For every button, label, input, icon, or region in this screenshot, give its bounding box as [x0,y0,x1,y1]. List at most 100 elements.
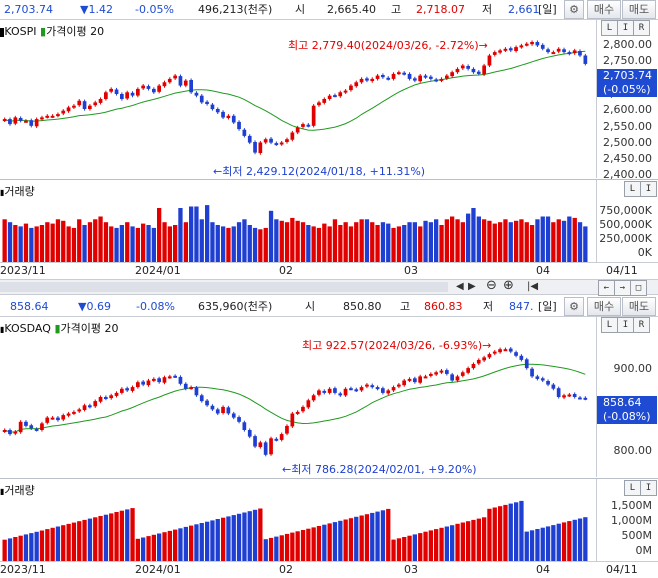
kosdaq-volume-bar [45,529,50,561]
kosdaq-volume-bar [183,526,188,561]
kospi-candle [167,78,172,83]
kospi-candle [562,49,566,53]
kospi-candle [471,68,476,73]
kosdaq-candle [183,383,188,389]
kosdaq-candle [114,392,119,396]
kosdaq-candle [152,378,156,381]
kospi-volume-bar [2,219,7,262]
kosdaq-candle [157,378,161,383]
kospi-volume-axis: L I 750,000K 500,000K 250,000K 0K [597,180,658,262]
chart-scrollbar[interactable]: ◀ ▶ ⊖ ⊕ |◀ ← → □ [0,278,658,296]
kosdaq-candle [290,413,295,427]
toolbar-left-arrow-icon[interactable]: ← [598,280,615,296]
kospi-candle [56,114,60,117]
scrollbar-track[interactable] [0,282,448,292]
kospi-x-04: 04 [536,264,550,277]
zoom-out-icon[interactable]: ⊖ [486,278,497,293]
kosdaq-open: 850.80 [343,300,382,313]
kospi-candle [253,142,257,153]
kosdaq-candle [263,442,268,455]
kospi-period[interactable]: [일] [538,3,557,16]
panel-r-icon[interactable]: R [633,20,650,36]
panel-i2-icon[interactable]: I [640,181,657,197]
panel-l3-icon[interactable]: L [601,317,618,333]
kosdaq-candle [327,388,332,393]
zoom-in-icon[interactable]: ⊕ [503,278,514,293]
panel-r3-icon[interactable]: R [633,317,650,333]
kospi-candle [120,94,124,99]
kospi-candle [508,48,513,51]
kosdaq-volume-bar [119,510,124,561]
kospi-volume-bar [274,219,279,262]
kospi-candle [476,71,481,74]
kospi-volume-panel[interactable]: ▮거래량 [0,180,597,262]
toolbar-right-arrow-icon[interactable]: → [614,280,631,296]
kosdaq-candle [535,376,540,379]
kosdaq-volume-panel[interactable]: ▮거래량 [0,479,597,561]
kosdaq-volume-bar [498,506,503,561]
kosdaq-candle [530,368,534,377]
kospi-open-label: 시 [295,3,306,16]
kosdaq-volume-bar [71,522,77,561]
kospi-volume-bar [119,225,124,262]
kospi-volume-bar [167,226,172,262]
kospi-volume-bar [252,227,258,262]
panel-l2-icon[interactable]: L [624,181,641,197]
kospi-price-panel[interactable]: ▮KOSPI ▮가격이평 20 최고 2,779.40(2024/03/26, … [0,20,597,178]
kospi-settings-gear-icon[interactable]: ⚙ [564,0,584,19]
kospi-candle [327,95,332,99]
panel-i3-icon[interactable]: I [617,317,634,333]
kospi-volume-bar [306,225,311,262]
kospi-candle [503,48,508,51]
kosdaq-candle [274,438,279,441]
kosdaq-sell-button[interactable]: 매도 [622,297,656,316]
kosdaq-price-panel[interactable]: ▮KOSDAQ ▮가격이평 20 최고 922.57(2024/03/26, -… [0,317,597,477]
kosdaq-candle [524,359,529,369]
kospi-candle [556,48,561,52]
scroll-begin-icon[interactable]: |◀ [527,281,539,292]
scroll-right-icon[interactable]: ▶ [468,281,476,292]
kosdaq-candle [482,357,486,361]
kospi-candle [519,45,524,48]
kosdaq-candle [253,436,257,447]
kosdaq-candle [508,348,513,352]
kosdaq-candle [471,364,476,369]
kospi-volume-bar [498,222,503,262]
kosdaq-candle [104,397,108,399]
kosdaq-period[interactable]: [일] [538,300,557,313]
kosdaq-candle [45,417,50,423]
kospi-buy-button[interactable]: 매수 [587,0,621,19]
toolbar-box-icon[interactable]: □ [630,280,647,296]
kospi-open: 2,665.40 [327,3,376,16]
kospi-candle [434,79,438,82]
kosdaq-settings-gear-icon[interactable]: ⚙ [564,297,584,316]
kosdaq-y-tick: 900.00 [613,362,653,375]
kosdaq-candle [40,423,44,430]
kosdaq-volume-bar [545,526,551,561]
kospi-volume-bar [503,219,508,262]
panel-l-icon[interactable]: L [601,20,618,36]
kospi-candle [391,73,396,79]
kospi-candle [354,82,359,87]
kospi-volume-bar [471,208,476,262]
kosdaq-buy-button[interactable]: 매수 [587,297,621,316]
kosdaq-volume-bar [13,537,18,561]
kosdaq-candle [269,438,273,455]
panel-i4-icon[interactable]: I [640,480,657,496]
kospi-candle [146,86,151,89]
kosdaq-volume-bar [460,522,465,561]
panel-l4-icon[interactable]: L [624,480,641,496]
kospi-tag-price: 2,703.74 [603,69,652,82]
scroll-left-icon[interactable]: ◀ [456,281,464,292]
kosdaq-volume-bar [529,530,535,561]
kosdaq-volume-bar [551,525,556,561]
kospi-sell-button[interactable]: 매도 [622,0,656,19]
kospi-volume-label: 거래량 [4,185,35,198]
kosdaq-volume-bar [492,507,497,561]
kosdaq-volume-bar [205,521,210,561]
kosdaq-candle [562,395,566,398]
kosdaq-candle [354,389,359,392]
panel-i-icon[interactable]: I [617,20,634,36]
kospi-volume-bar [508,222,513,262]
kosdaq-volume-bar [290,532,295,561]
